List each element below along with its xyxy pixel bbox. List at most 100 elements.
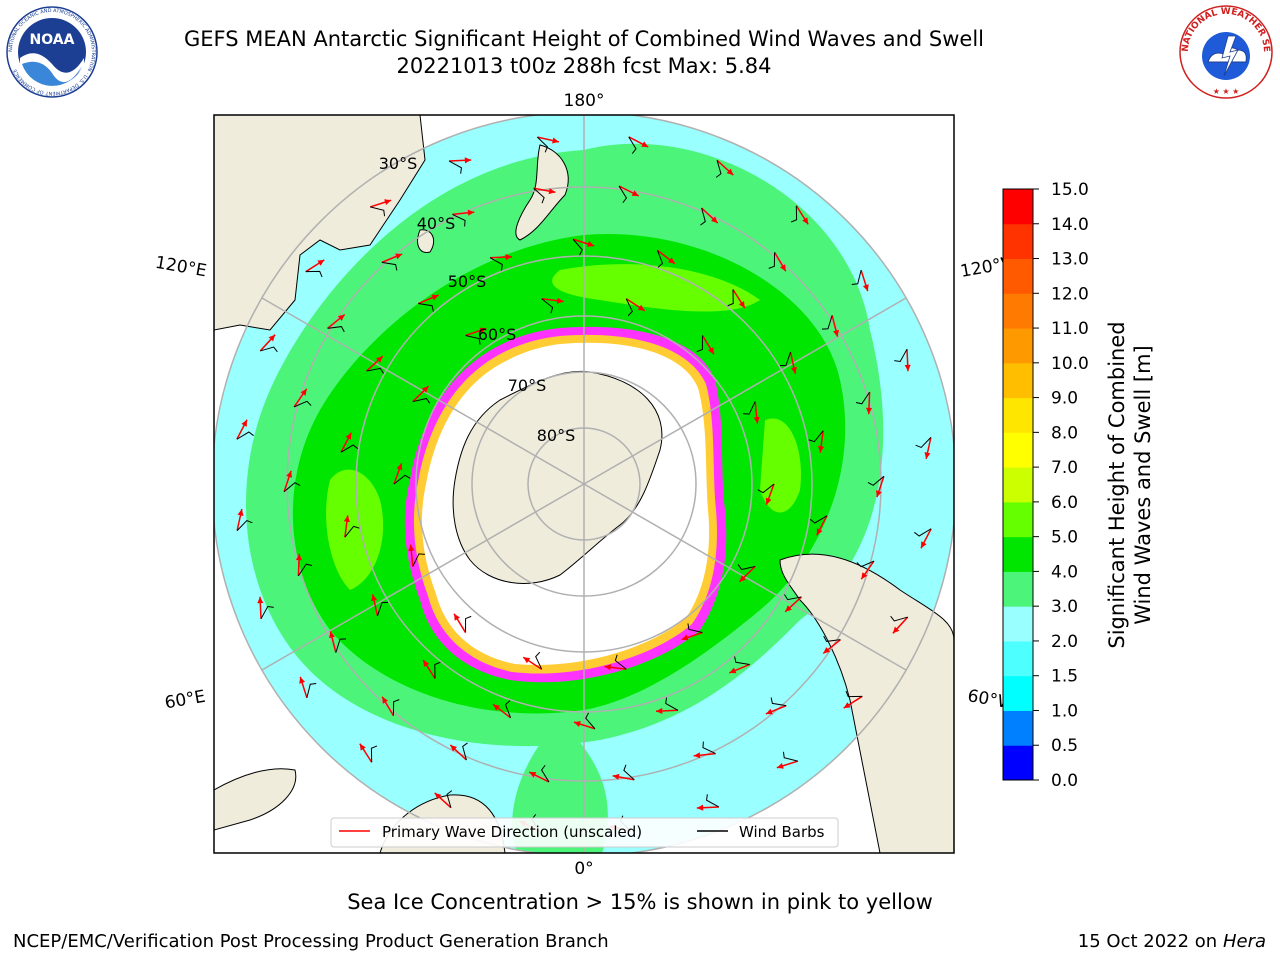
wind-barb — [727, 289, 734, 307]
lon-label-120e: 120°E — [154, 253, 208, 282]
wave-direction-arrowhead — [317, 259, 325, 266]
wave-direction-arrowhead — [556, 297, 564, 304]
wave-direction-arrowhead — [529, 772, 537, 778]
wind-barb — [743, 401, 756, 415]
wind-barb — [370, 745, 378, 763]
wave-direction-arrowhead — [924, 452, 931, 459]
wind-barb — [340, 444, 359, 453]
wave-direction-arrowhead — [337, 314, 345, 321]
wind-barb — [465, 334, 481, 345]
wave-direction-arrowhead — [376, 356, 383, 363]
wave-direction-arrowhead — [631, 190, 639, 196]
wind-barb — [809, 515, 828, 524]
colorbar-tick-label: 1.5 — [1051, 667, 1078, 687]
colorbar-tick-label: 7.0 — [1051, 458, 1078, 478]
wind-barb — [628, 136, 637, 154]
wave-direction-arrowhead — [345, 432, 352, 440]
wind-barb — [821, 315, 833, 330]
noaa-logo-text: NOAA — [30, 32, 75, 48]
wind-barb — [665, 697, 679, 711]
wave-direction-arrowhead — [450, 744, 458, 752]
svg-text:★ ★ ★: ★ ★ ★ — [1213, 87, 1240, 96]
wave-direction-arrowhead — [818, 445, 825, 453]
lat-label-80s: 80°S — [537, 426, 576, 445]
wind-barb — [537, 136, 549, 153]
wind-barb — [614, 654, 627, 670]
wind-barb — [412, 553, 425, 567]
wave-direction-arrowhead — [395, 253, 403, 260]
wind-barb — [393, 474, 411, 485]
footer-machine: Hera — [1222, 931, 1266, 952]
colorbar-tick-label: 11.0 — [1051, 319, 1089, 339]
wind-barb — [687, 623, 703, 634]
wave-direction-arrowhead — [693, 752, 701, 759]
colorbar-swatch — [1003, 501, 1033, 538]
colorbar-tick-label: 0.0 — [1051, 771, 1078, 791]
wind-barb — [535, 651, 543, 670]
wind-barb — [305, 270, 323, 278]
wind-barb — [808, 430, 824, 443]
wind-barb — [572, 238, 583, 256]
wave-direction-arrowhead — [382, 696, 389, 704]
lon-label-180: 180° — [564, 91, 605, 111]
wind-barb — [344, 525, 360, 538]
wave-direction-arrowhead — [604, 664, 612, 671]
wind-barb — [260, 346, 278, 353]
wind-barb — [297, 563, 313, 577]
wave-direction-arrowhead — [587, 241, 595, 247]
wind-barb — [412, 397, 431, 404]
wave-direction-arrowhead — [384, 199, 392, 206]
wave-direction-arrowhead — [573, 721, 581, 727]
wind-barb — [782, 751, 798, 762]
legend-wave-direction: Primary Wave Direction (unscaled) — [382, 823, 642, 841]
wave-direction-arrowhead — [739, 575, 747, 582]
wind-barb — [784, 594, 802, 601]
wave-direction-arrowhead — [655, 707, 663, 714]
chart-subtitle: 20221013 t00z 288h fcst Max: 5.84 — [396, 54, 772, 78]
noaa-logo: NOAA NATIONAL OCEANIC AND ATMOSPHERIC AD… — [6, 6, 98, 98]
wave-direction-arrowhead — [921, 541, 927, 549]
wind-barb — [706, 794, 720, 808]
colorbar: 0.0 0.5 1.0 1.5 2.0 3.0 4.0 5.0 6.0 7.0 8.0 9.0 10.0… — [1002, 180, 1089, 791]
wind-barb — [533, 187, 545, 204]
colorbar-tick-label: 13.0 — [1051, 250, 1089, 270]
wind-barb — [366, 367, 384, 374]
wave-direction-arrowhead — [286, 470, 292, 478]
wave-direction-arrowhead — [431, 294, 439, 301]
wave-direction-arrowhead — [726, 168, 734, 176]
wind-barb — [489, 257, 503, 271]
wind-barb — [446, 790, 453, 808]
wave-direction-arrowhead — [548, 188, 556, 195]
colorbar-swatch — [1003, 571, 1033, 607]
lat-label-60s: 60°S — [478, 325, 517, 344]
wave-direction-arrowhead — [785, 605, 792, 612]
wave-direction-arrowhead — [300, 388, 307, 396]
colorbar-tick-label: 9.0 — [1051, 389, 1078, 409]
footer-credit: NCEP/EMC/Verification Post Processing Pr… — [13, 931, 609, 952]
wave-direction-arrowhead — [329, 631, 335, 639]
wave-direction-arrowhead — [862, 284, 869, 292]
colorbar-label-line2: Wind Waves and Swell [m] — [1131, 345, 1155, 625]
lon-label-0: 0° — [574, 859, 593, 879]
wind-barb — [696, 335, 703, 353]
colorbar-swatch — [1003, 397, 1033, 433]
wave-direction-arrowhead — [371, 594, 378, 602]
lat-label-40s: 40°S — [417, 214, 456, 233]
wave-direction-arrowhead — [454, 613, 460, 621]
colorbar-swatch — [1003, 362, 1033, 399]
wind-barb — [702, 741, 716, 755]
wave-direction-arrowhead — [408, 544, 415, 552]
map-border — [213, 114, 955, 854]
wind-barb — [434, 661, 441, 679]
wave-direction-arrowhead — [637, 304, 645, 311]
wave-direction-arrowhead — [816, 528, 823, 536]
wind-barb — [856, 560, 875, 568]
wind-barb — [452, 213, 466, 227]
wind-barb — [306, 682, 317, 698]
colorbar-tick-label: 3.0 — [1051, 597, 1078, 617]
wave-direction-arrowhead — [904, 364, 911, 372]
wave-direction-arrowhead — [237, 509, 244, 516]
wave-band-5-6m — [552, 264, 760, 312]
wind-barb — [700, 207, 706, 226]
